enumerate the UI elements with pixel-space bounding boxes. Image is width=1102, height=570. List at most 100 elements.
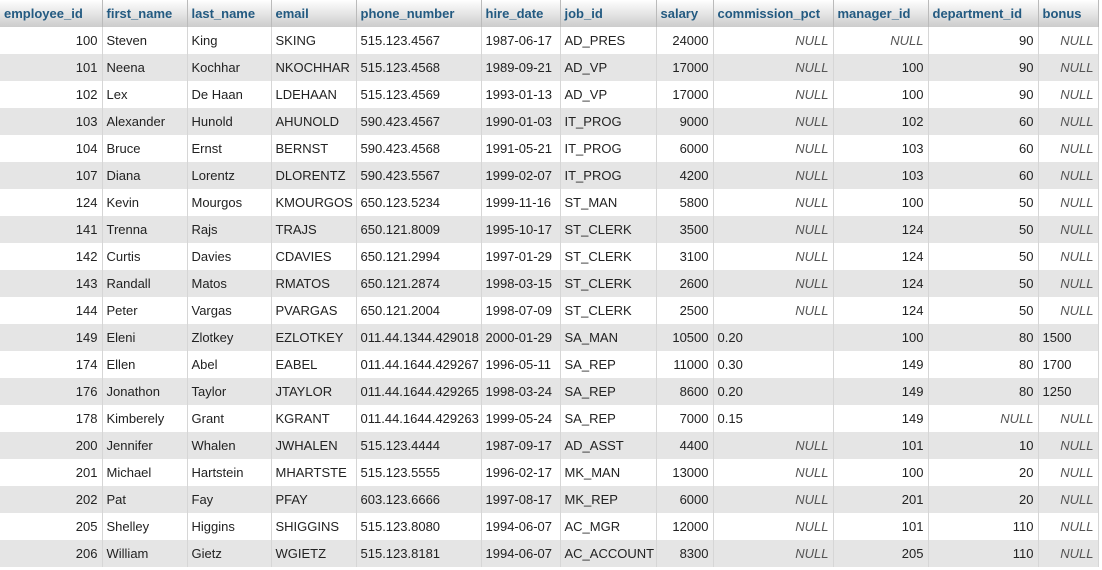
table-cell: 011.44.1644.429263 <box>356 405 482 432</box>
table-cell: NKOCHHAR <box>271 54 357 81</box>
table-cell: 90 <box>928 27 1039 54</box>
table-cell: 515.123.4444 <box>356 432 482 459</box>
table-row: 176 Jonathon Taylor JTAYLOR 011.44.1644.4292… <box>0 378 1099 405</box>
column-header[interactable]: hire_date <box>481 0 561 27</box>
table-cell: Lorentz <box>187 162 272 189</box>
table-cell: TRAJS <box>271 216 357 243</box>
table-cell: SA_REP <box>560 351 657 378</box>
table-cell: NULL <box>1038 540 1099 567</box>
column-header[interactable]: phone_number <box>356 0 482 27</box>
table-cell: NULL <box>713 135 834 162</box>
table-cell: Matos <box>187 270 272 297</box>
table-cell: NULL <box>713 27 834 54</box>
table-cell: 101 <box>833 513 929 540</box>
table-cell: ST_CLERK <box>560 270 657 297</box>
table-cell: 110 <box>928 540 1039 567</box>
table-cell: 0.30 <box>713 351 834 378</box>
table-cell: SA_REP <box>560 378 657 405</box>
table-cell: Higgins <box>187 513 272 540</box>
table-cell: SHIGGINS <box>271 513 357 540</box>
table-cell: Randall <box>102 270 188 297</box>
table-cell: 1998-03-24 <box>481 378 561 405</box>
table-cell: Neena <box>102 54 188 81</box>
table-cell: 124 <box>833 216 929 243</box>
table-cell: Davies <box>187 243 272 270</box>
column-header[interactable]: email <box>271 0 357 27</box>
table-cell: 13000 <box>656 459 714 486</box>
table-row: 178 Kimberely Grant KGRANT 011.44.1644.42926… <box>0 405 1099 432</box>
table-cell: 650.121.8009 <box>356 216 482 243</box>
column-header[interactable]: job_id <box>560 0 657 27</box>
table-cell: NULL <box>713 243 834 270</box>
table-cell: AD_PRES <box>560 27 657 54</box>
table-cell: 50 <box>928 189 1039 216</box>
table-cell: 60 <box>928 108 1039 135</box>
table-cell: 1990-01-03 <box>481 108 561 135</box>
table-cell: 202 <box>0 486 103 513</box>
table-cell: Zlotkey <box>187 324 272 351</box>
table-cell: 11000 <box>656 351 714 378</box>
table-cell: SA_REP <box>560 405 657 432</box>
column-header[interactable]: bonus <box>1038 0 1099 27</box>
table-cell: 100 <box>833 81 929 108</box>
table-cell: 603.123.6666 <box>356 486 482 513</box>
table-cell: 1995-10-17 <box>481 216 561 243</box>
table-cell: NULL <box>713 513 834 540</box>
column-header[interactable]: salary <box>656 0 714 27</box>
table-cell: Steven <box>102 27 188 54</box>
table-cell: 515.123.8080 <box>356 513 482 540</box>
table-cell: 1996-05-11 <box>481 351 561 378</box>
table-cell: 100 <box>0 27 103 54</box>
table-cell: ST_CLERK <box>560 297 657 324</box>
table-cell: IT_PROG <box>560 135 657 162</box>
table-cell: 8600 <box>656 378 714 405</box>
table-row: 102 Lex De Haan LDEHAAN 515.123.4569 1993-01-… <box>0 81 1099 108</box>
table-row: 144 Peter Vargas PVARGAS 650.121.2004 1998-07… <box>0 297 1099 324</box>
column-header[interactable]: first_name <box>102 0 188 27</box>
table-cell: 124 <box>833 297 929 324</box>
table-cell: 124 <box>833 243 929 270</box>
table-cell: SKING <box>271 27 357 54</box>
column-header[interactable]: commission_pct <box>713 0 834 27</box>
table-cell: 143 <box>0 270 103 297</box>
column-header[interactable]: manager_id <box>833 0 929 27</box>
table-cell: 107 <box>0 162 103 189</box>
table-cell: JTAYLOR <box>271 378 357 405</box>
table-cell: 2000-01-29 <box>481 324 561 351</box>
table-cell: Hunold <box>187 108 272 135</box>
table-cell: 3500 <box>656 216 714 243</box>
table-cell: Eleni <box>102 324 188 351</box>
table-cell: IT_PROG <box>560 162 657 189</box>
table-cell: 80 <box>928 378 1039 405</box>
table-cell: NULL <box>713 486 834 513</box>
table-cell: De Haan <box>187 81 272 108</box>
table-row: 149 Eleni Zlotkey EZLOTKEY 011.44.1344.42901… <box>0 324 1099 351</box>
table-row: 201 Michael Hartstein MHARTSTE 515.123.5555 1… <box>0 459 1099 486</box>
table-cell: 590.423.5567 <box>356 162 482 189</box>
table-cell: 590.423.4568 <box>356 135 482 162</box>
table-cell: 0.15 <box>713 405 834 432</box>
table-cell: 011.44.1344.429018 <box>356 324 482 351</box>
table-cell: 515.123.4568 <box>356 54 482 81</box>
table-cell: 17000 <box>656 54 714 81</box>
table-cell: Taylor <box>187 378 272 405</box>
table-cell: PFAY <box>271 486 357 513</box>
table-cell: 6000 <box>656 135 714 162</box>
table-cell: Alexander <box>102 108 188 135</box>
table-cell: Curtis <box>102 243 188 270</box>
table-cell: 80 <box>928 351 1039 378</box>
table-cell: MHARTSTE <box>271 459 357 486</box>
table-cell: 201 <box>0 459 103 486</box>
table-cell: 8300 <box>656 540 714 567</box>
table-cell: 102 <box>0 81 103 108</box>
column-header[interactable]: employee_id <box>0 0 103 27</box>
table-cell: WGIETZ <box>271 540 357 567</box>
column-header[interactable]: department_id <box>928 0 1039 27</box>
table-row: 206 William Gietz WGIETZ 515.123.8181 1994-06… <box>0 540 1099 567</box>
table-cell: 1998-07-09 <box>481 297 561 324</box>
column-header[interactable]: last_name <box>187 0 272 27</box>
table-cell: 1987-09-17 <box>481 432 561 459</box>
table-cell: 124 <box>0 189 103 216</box>
table-cell: NULL <box>1038 216 1099 243</box>
